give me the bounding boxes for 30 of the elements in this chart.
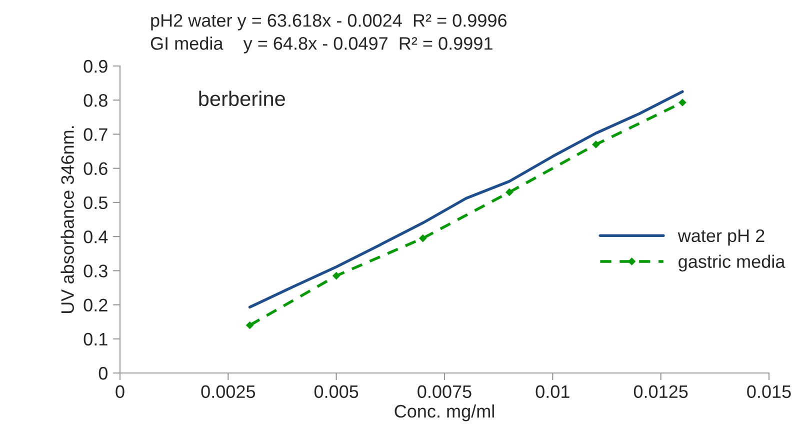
chart-title: pH2 water y = 63.618x - 0.0024 R² = 0.9996 xyxy=(151,14,507,30)
annotation: berberine xyxy=(199,90,285,106)
point xyxy=(678,98,686,106)
x-tick-label: 0.005 xyxy=(314,385,358,398)
y-tick-label: 0.7 xyxy=(84,128,108,141)
y-tick-label: 0.8 xyxy=(84,94,108,107)
x-tick-label: 0.0075 xyxy=(418,385,472,398)
x-tick-label: 0.0125 xyxy=(634,385,688,398)
legend-label: water pH 2 xyxy=(678,229,764,246)
y-tick-label: 0.1 xyxy=(84,332,108,346)
y-axis-title: UV absorbance 346nm. xyxy=(60,126,74,313)
point xyxy=(332,272,340,280)
x-axis-title: Conc. mg/ml xyxy=(394,404,494,422)
y-tick-label: 0.5 xyxy=(84,196,108,210)
y-tick-label: 0.9 xyxy=(84,60,108,73)
x-tick-label: 0.015 xyxy=(747,385,791,398)
x-tick-label: 0.0025 xyxy=(201,385,256,398)
legend-label: gastric media xyxy=(678,254,786,272)
y-tick-label: 0.3 xyxy=(84,264,108,278)
point xyxy=(592,140,600,148)
x-tick-label: 0.01 xyxy=(536,385,570,398)
y-tick-label: 0 xyxy=(98,366,108,380)
x-tick-label: 0 xyxy=(116,385,124,398)
y-tick-label: 0.6 xyxy=(84,162,108,176)
point xyxy=(246,321,254,330)
chart-subtitle: GI media y = 64.8x - 0.0497 R² = 0.9991 xyxy=(150,36,492,54)
point xyxy=(418,234,427,242)
point xyxy=(505,188,514,196)
y-tick-label: 0.2 xyxy=(84,298,108,312)
y-tick-label: 0.4 xyxy=(84,230,108,244)
